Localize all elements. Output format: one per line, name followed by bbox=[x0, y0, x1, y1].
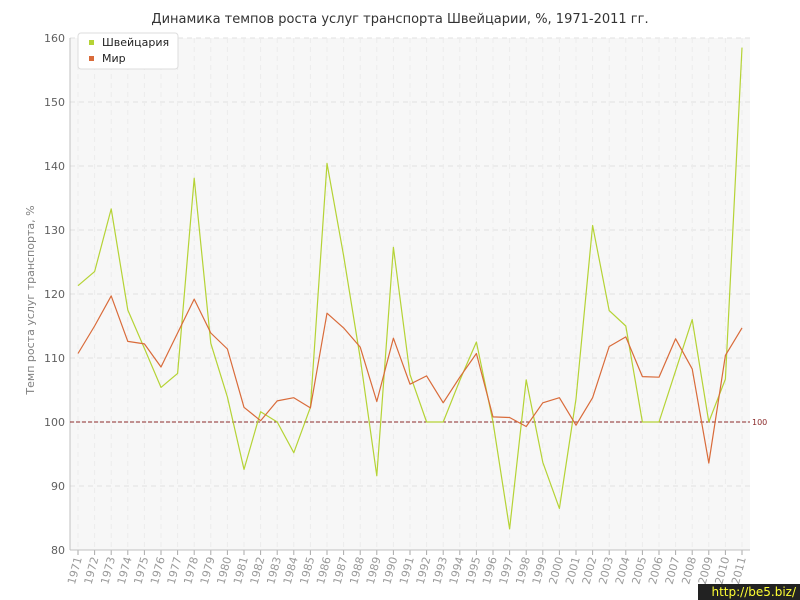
reference-line-group: 100 bbox=[70, 418, 767, 427]
legend-label: Швейцария bbox=[102, 36, 169, 49]
grid bbox=[70, 37, 750, 551]
y-tick-label: 140 bbox=[44, 160, 65, 173]
x-tick-label: 2011 bbox=[729, 555, 749, 585]
y-tick-label: 160 bbox=[44, 32, 65, 45]
y-tick-label: 100 bbox=[44, 416, 65, 429]
y-tick-label: 120 bbox=[44, 288, 65, 301]
y-tick-label: 150 bbox=[44, 96, 65, 109]
series-line-world bbox=[77, 295, 743, 464]
y-tick-label: 80 bbox=[51, 544, 65, 557]
legend-swatch bbox=[89, 56, 94, 61]
y-tick-label: 110 bbox=[44, 352, 65, 365]
y-axis-title: Темп роста услуг транспорта, % bbox=[24, 205, 37, 395]
reference-line-label: 100 bbox=[752, 418, 767, 427]
y-axis: 80 90 100 110 120 130 140 150 160 bbox=[44, 32, 71, 557]
series-group bbox=[77, 47, 743, 530]
y-tick-label: 90 bbox=[51, 480, 65, 493]
watermark-text: http://be5.biz/ bbox=[711, 585, 796, 599]
watermark-bg bbox=[698, 584, 800, 600]
legend-swatch bbox=[89, 40, 94, 45]
y-tick-label: 130 bbox=[44, 224, 65, 237]
series-line-switzerland bbox=[77, 47, 743, 530]
watermark: http://be5.biz/ bbox=[698, 584, 800, 600]
legend-label: Мир bbox=[102, 52, 126, 65]
legend-box bbox=[77, 32, 179, 70]
x-axis: 1971197219731974197519761977197819791980… bbox=[65, 549, 750, 586]
chart-title: Динамика темпов роста услуг транспорта Ш… bbox=[151, 12, 648, 27]
legend: Швейцария Мир bbox=[77, 32, 179, 70]
